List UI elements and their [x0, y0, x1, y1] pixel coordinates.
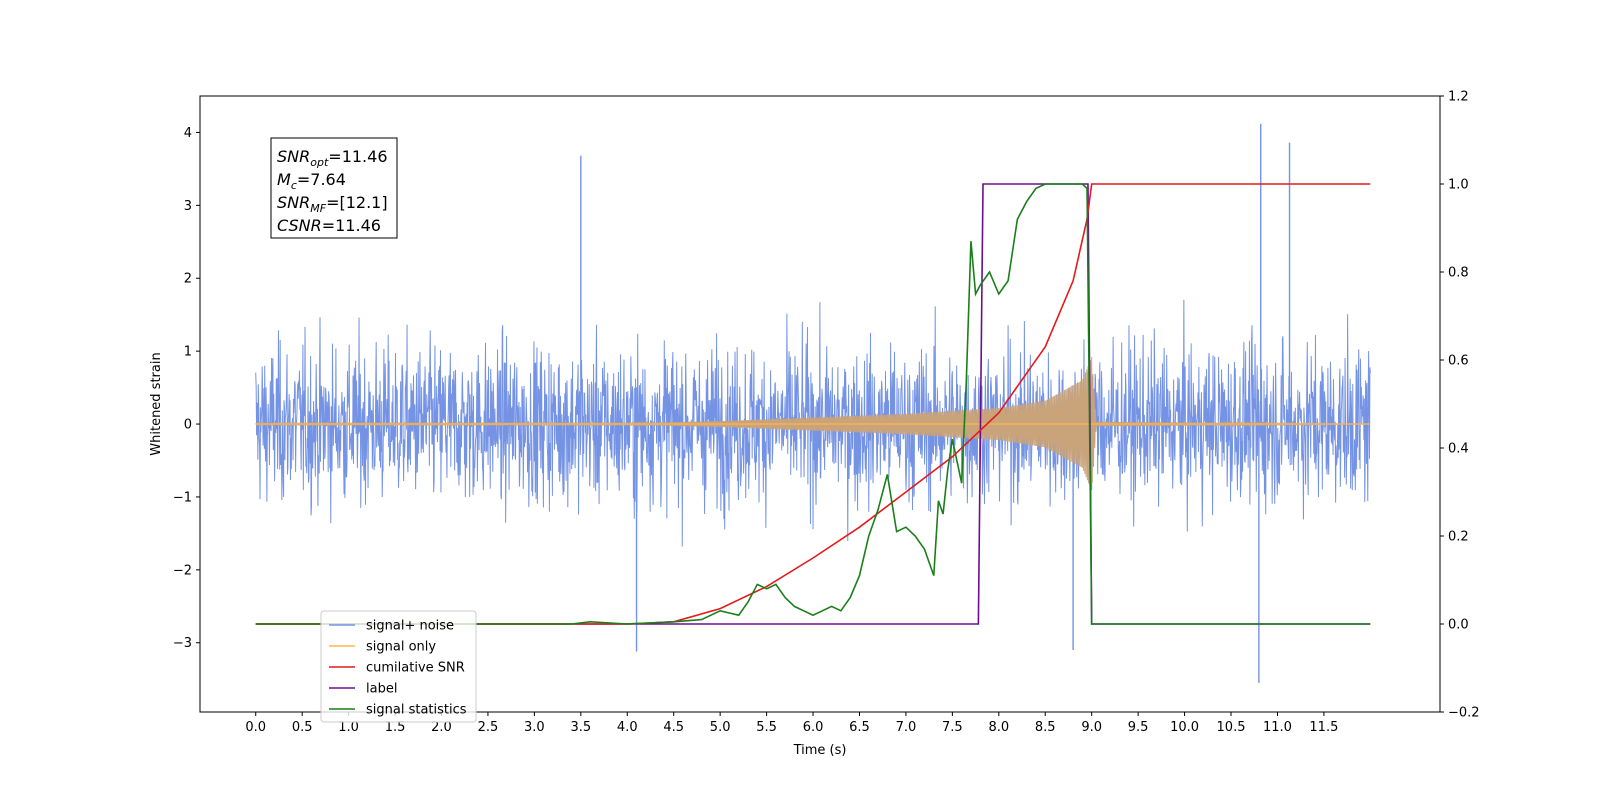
line-cumilative-snr: [255, 183, 1371, 625]
annotation-frame: [270, 137, 398, 239]
x-axis-label: Time (s): [793, 743, 847, 758]
annotation-value: =11.46: [322, 216, 381, 235]
x-tick-label: 1.0: [338, 720, 359, 735]
y-tick-label: −3: [173, 636, 192, 651]
y-tick-label: 2: [184, 272, 192, 287]
chirp-series: [255, 356, 1371, 490]
y-tick-label: 0: [184, 418, 192, 433]
right-axis-series: [255, 183, 1371, 625]
x-tick-label: 2.5: [478, 720, 499, 735]
x-axis: 0.0 0.5 1.0 1.5 2.0 2.5 3.0 3.5 4.0 4.5 5.0 5.5 6.0 6…: [245, 712, 1338, 735]
y-axis-right: −0.2 0.0 0.2 0.4 0.6 0.8 1.0 1.2: [1440, 90, 1480, 721]
y2-tick-label: −0.2: [1448, 706, 1480, 721]
y2-tick-label: 1.2: [1448, 90, 1469, 105]
legend-label: label: [366, 682, 397, 697]
x-tick-label: 10.0: [1170, 720, 1199, 735]
annotation-value: =[12.1]: [326, 193, 388, 212]
annotation-symbol: CSNR: [277, 216, 322, 235]
x-tick-label: 4.5: [663, 720, 684, 735]
legend-label: signal only: [366, 640, 436, 655]
x-tick-label: 1.5: [385, 720, 406, 735]
annotation-symbol: SNR: [277, 193, 310, 212]
x-tick-label: 0.0: [245, 720, 266, 735]
annotation-line: SNRopt=11.46: [277, 147, 388, 169]
x-tick-label: 11.0: [1263, 720, 1292, 735]
x-tick-label: 3.5: [570, 720, 591, 735]
x-tick-label: 7.0: [896, 720, 917, 735]
legend-frame: [320, 610, 477, 723]
annotation-box: SNRopt=11.46Mc=7.64SNRMF=[12.1]CSNR=11.4…: [270, 137, 398, 239]
y2-tick-label: 0.6: [1448, 354, 1469, 369]
x-tick-label: 2.0: [431, 720, 452, 735]
y2-tick-label: 0.4: [1448, 442, 1469, 457]
annotation-value: =11.46: [328, 147, 387, 166]
x-tick-label: 5.0: [710, 720, 731, 735]
legend-label: signal+ noise: [366, 619, 454, 634]
annotation-line: Mc=7.64: [277, 170, 346, 192]
x-tick-label: 8.5: [1035, 720, 1056, 735]
annotation-subscript: c: [291, 179, 297, 192]
annotation-line: SNRMF=[12.1]: [277, 193, 388, 215]
y-tick-label: 1: [184, 345, 192, 360]
legend-label: cumilative SNR: [366, 661, 465, 676]
legend-label: signal statistics: [366, 703, 467, 718]
legend: signal+ noise signal only cumilative SNR la…: [320, 610, 477, 723]
y2-tick-label: 1.0: [1448, 178, 1469, 193]
x-tick-label: 9.5: [1128, 720, 1149, 735]
annotation-subscript: MF: [310, 202, 326, 215]
annotation-symbol: M: [277, 170, 291, 189]
y-axis-label: Whitened strain: [149, 352, 164, 455]
y2-tick-label: 0.8: [1448, 266, 1469, 281]
annotation-line: CSNR=11.46: [277, 216, 381, 235]
x-tick-label: 11.5: [1309, 720, 1338, 735]
x-tick-label: 7.5: [942, 720, 963, 735]
x-tick-label: 5.5: [756, 720, 777, 735]
annotation-value: =7.64: [297, 170, 346, 189]
x-tick-label: 6.5: [849, 720, 870, 735]
x-tick-label: 3.0: [524, 720, 545, 735]
x-tick-label: 8.0: [988, 720, 1009, 735]
y-tick-label: 4: [184, 126, 192, 141]
y2-tick-label: 0.0: [1448, 618, 1469, 633]
annotation-subscript: opt: [310, 156, 329, 169]
x-tick-label: 9.0: [1081, 720, 1102, 735]
line-signal-statistics: [255, 183, 1371, 625]
y-tick-label: −2: [173, 563, 192, 578]
noise-trace: [255, 299, 1371, 547]
plot-frame: [199, 95, 1441, 713]
y-tick-label: 3: [184, 199, 192, 214]
x-tick-label: 10.5: [1217, 720, 1246, 735]
y2-tick-label: 0.2: [1448, 530, 1469, 545]
y-tick-label: −1: [173, 490, 192, 505]
y-axis-left: −3 −2 −1 0 1 2 3 4: [173, 126, 200, 651]
annotation-symbol: SNR: [277, 147, 310, 166]
noise-series: [255, 123, 1371, 683]
x-tick-label: 6.0: [803, 720, 824, 735]
x-tick-label: 4.0: [617, 720, 638, 735]
x-tick-label: 0.5: [292, 720, 313, 735]
